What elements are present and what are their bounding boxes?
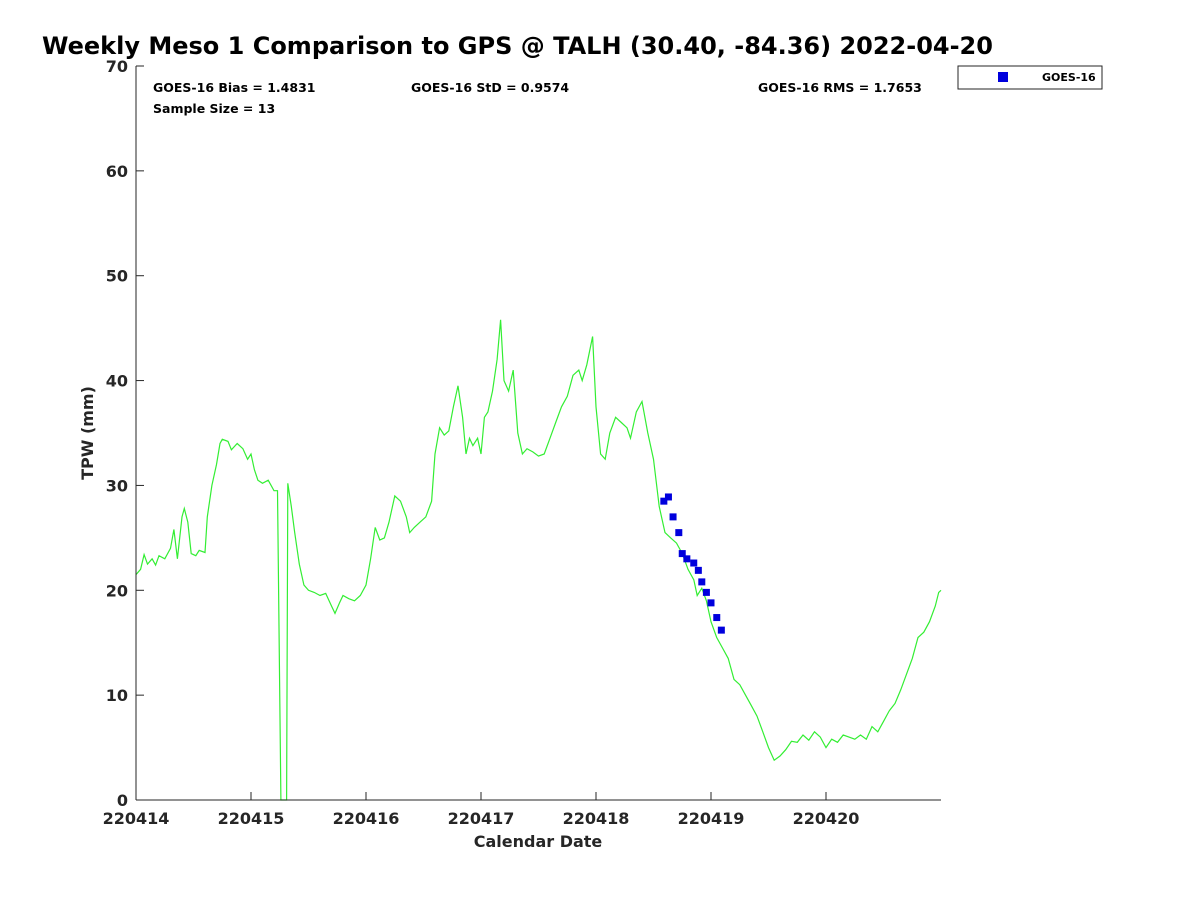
y-axis-ticks: 0 10 20 30 40 50 60 70 [106,57,144,810]
y-axis-label: TPW (mm) [78,386,97,480]
gps-tpw-line [135,319,942,801]
x-tick-label: 220415 [218,809,285,828]
sample-size-stat: Sample Size = 13 [153,101,275,116]
goes16-point [683,555,691,563]
y-tick-label: 0 [117,791,128,810]
bias-stat: GOES-16 Bias = 1.4831 [153,80,315,95]
x-axis-label: Calendar Date [474,832,603,851]
x-tick-label: 220420 [793,809,860,828]
x-tick-label: 220417 [448,809,515,828]
x-tick-label: 220414 [103,809,170,828]
goes16-series [660,493,725,634]
y-tick-label: 70 [106,57,128,76]
legend-marker-goes16 [998,72,1008,82]
goes16-point [702,588,710,596]
goes16-point [690,559,698,567]
goes16-point [698,578,706,586]
goes16-point [678,550,686,558]
x-axis-ticks: 220414 220415 220416 220417 220418 220419 2204… [103,792,860,828]
chart-title: Weekly Meso 1 Comparison to GPS @ TALH (… [42,32,993,60]
goes16-point [713,614,721,622]
goes16-point [717,626,725,634]
plot-area [135,66,942,801]
y-tick-label: 40 [106,372,128,391]
legend-box [957,65,1103,90]
goes16-point [660,497,668,505]
y-tick-label: 10 [106,686,128,705]
x-tick-label: 220416 [333,809,400,828]
legend: GOES-16 [957,65,1103,90]
y-tick-label: 20 [106,581,128,600]
y-tick-label: 30 [106,476,128,495]
legend-label-goes16: GOES-16 [1042,71,1096,84]
goes16-point [707,599,715,607]
axes-background [136,66,941,800]
goes16-point [669,513,677,521]
y-tick-label: 50 [106,267,128,286]
y-tick-label: 60 [106,162,128,181]
gps-series [135,319,942,801]
goes16-point [664,493,672,501]
x-tick-label: 220419 [678,809,745,828]
std-stat: GOES-16 StD = 0.9574 [411,80,569,95]
rms-stat: GOES-16 RMS = 1.7653 [758,80,922,95]
goes16-point [675,529,683,537]
goes16-point [694,566,702,574]
x-tick-label: 220418 [563,809,630,828]
